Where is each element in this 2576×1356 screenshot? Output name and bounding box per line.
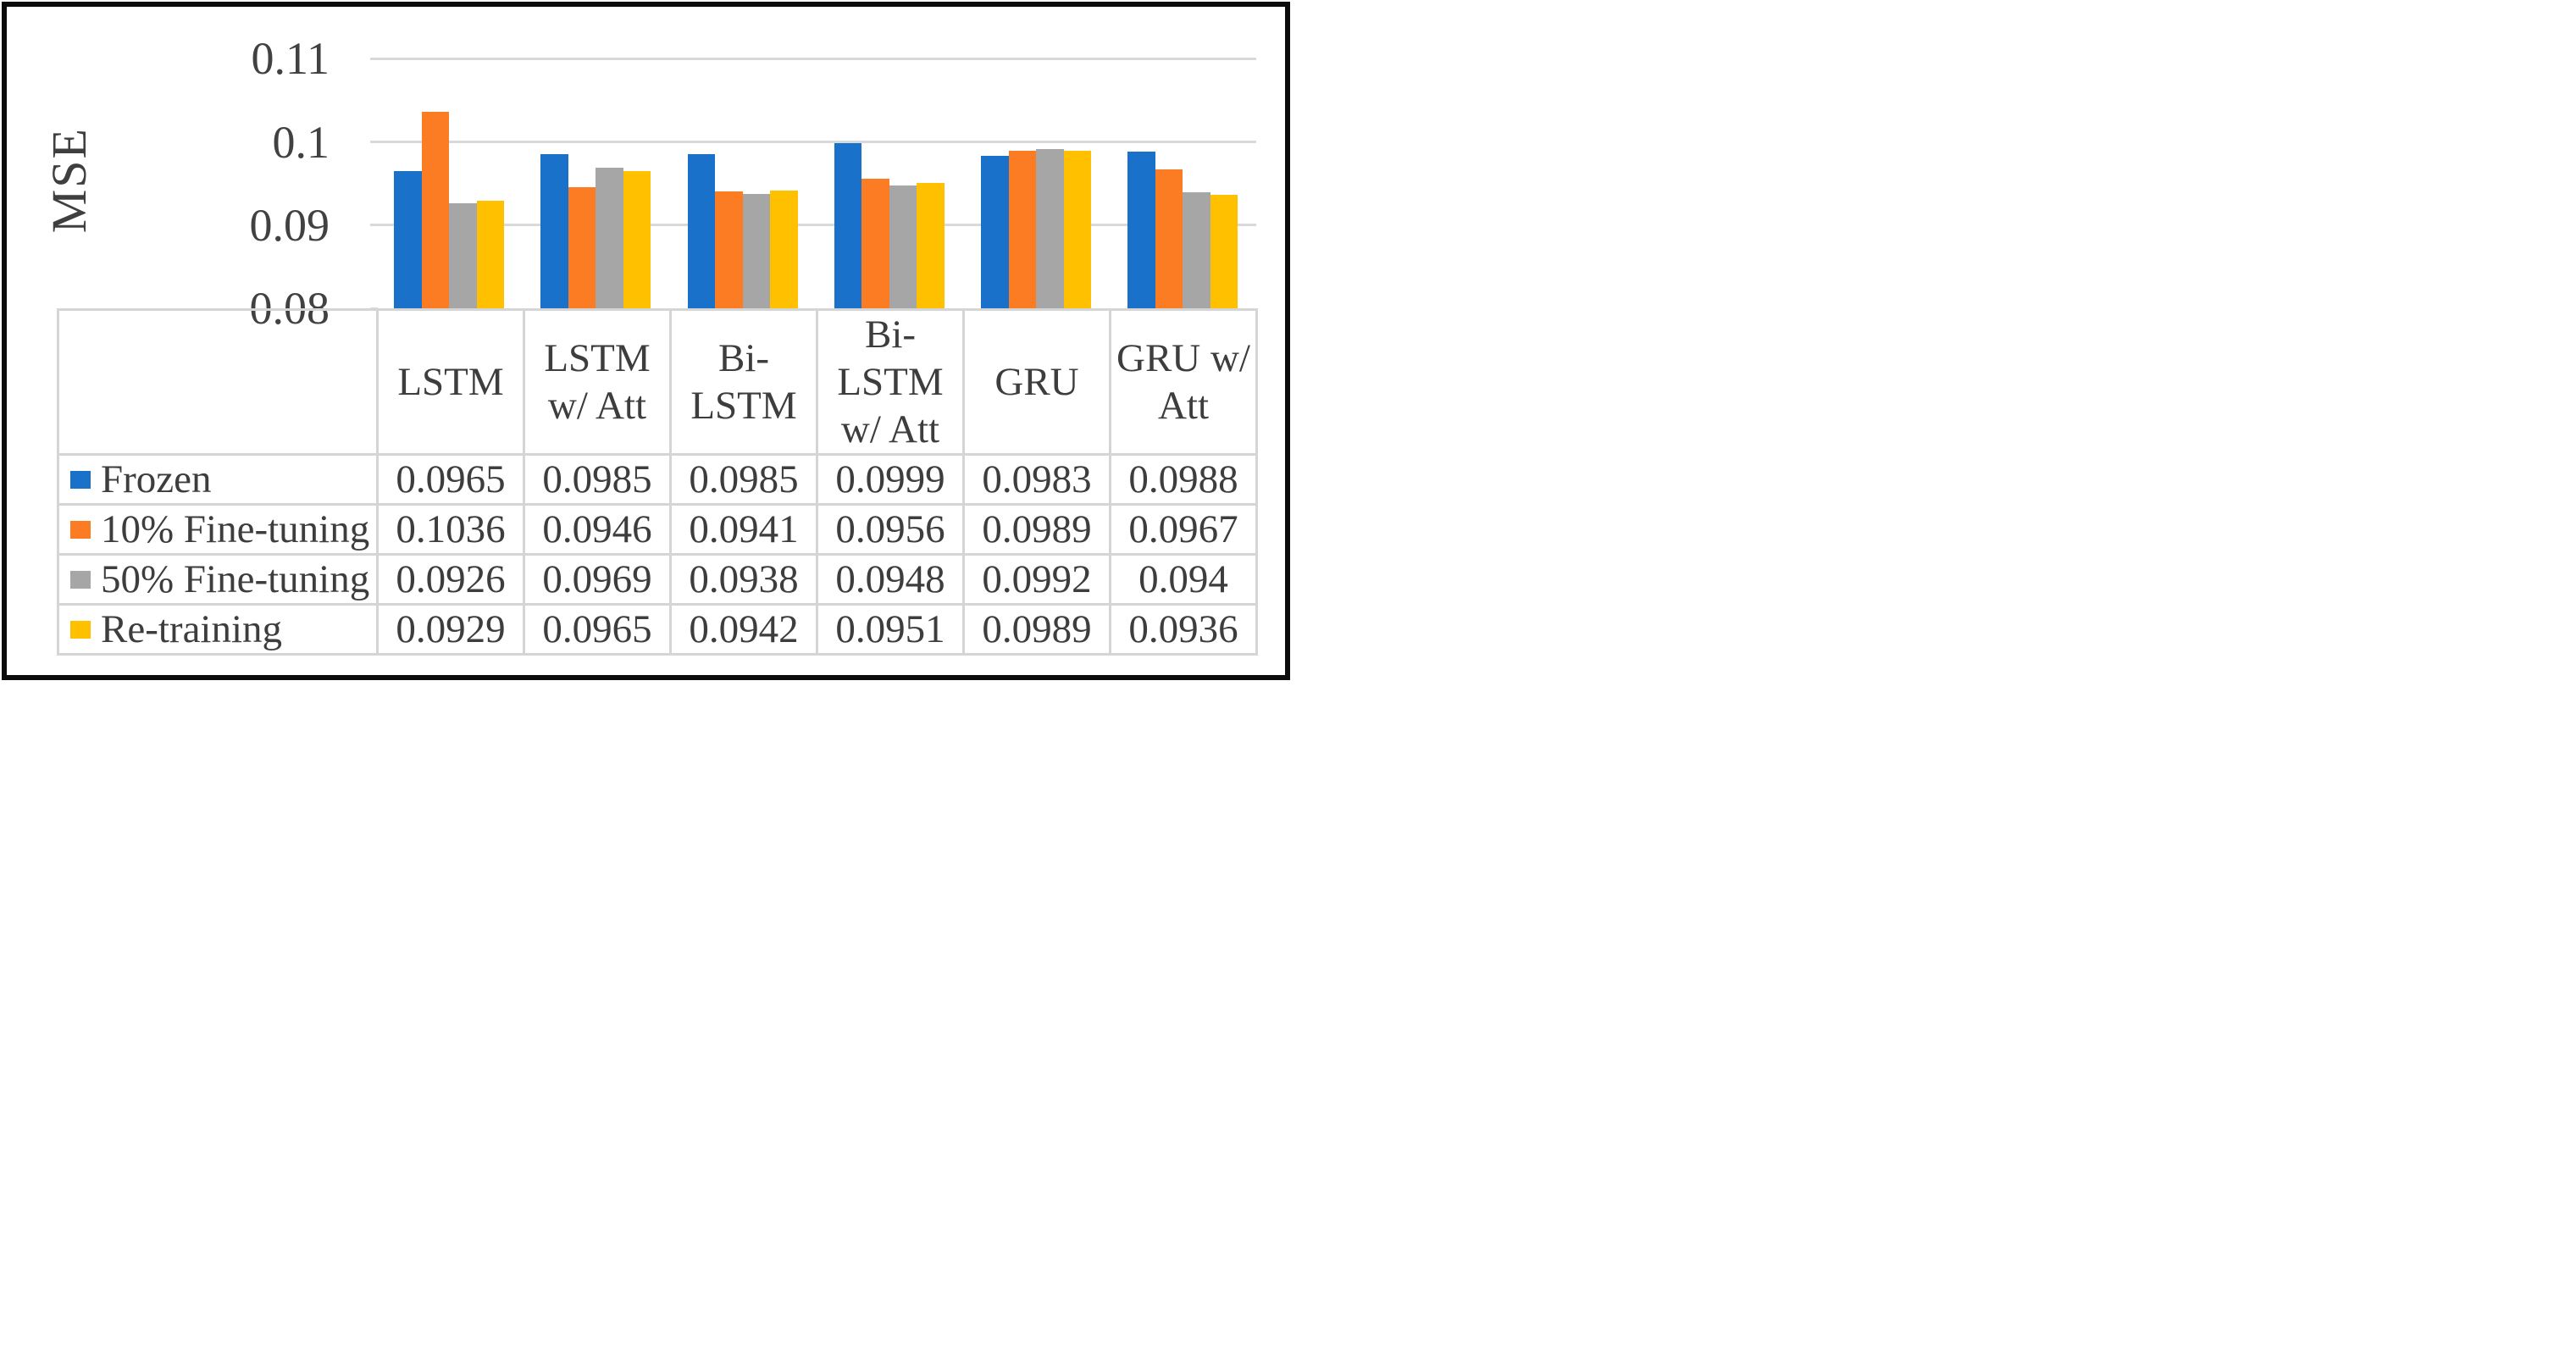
legend-label-10pct-fine-tuning: 10% Fine-tuning (101, 506, 370, 551)
value-cell: 0.0941 (669, 503, 818, 556)
value-cell: 0.0988 (1109, 453, 1258, 506)
bar-frozen-gru (981, 156, 1009, 308)
legend-cell-re-training: Re-training (57, 603, 379, 656)
bar-re-training-bi-lstm (770, 190, 798, 308)
bar-re-training-bi-lstm-w-att (917, 182, 945, 308)
column-header-lstm-w-att: LSTM w/ Att (523, 308, 672, 456)
bar-frozen-bi-lstm (687, 154, 716, 308)
value-cell: 0.0946 (523, 503, 672, 556)
value-cell: 0.0965 (523, 603, 672, 656)
value-cell: 0.0989 (962, 603, 1111, 656)
legend-cell-50pct-fine-tuning: 50% Fine-tuning (57, 553, 379, 606)
legend-label-50pct-fine-tuning: 50% Fine-tuning (101, 556, 370, 601)
gridline (370, 141, 1256, 144)
bar-50-fine-tuning-lstm-w-att (596, 168, 623, 308)
value-cell: 0.0992 (962, 553, 1111, 606)
bar-50-fine-tuning-gru-w-att (1183, 191, 1210, 308)
value-cell: 0.094 (1109, 553, 1258, 606)
table-row-frozen: Frozen 0.0965 0.0985 0.0985 0.0999 0.098… (57, 453, 1258, 506)
bar-re-training-gru-w-att (1210, 195, 1238, 308)
bar-re-training-lstm-w-att (623, 171, 651, 308)
legend-swatch-frozen (70, 470, 91, 489)
bar-10-fine-tuning-lstm (421, 112, 450, 308)
y-tick-label: 0.11 (251, 33, 330, 85)
bar-50-fine-tuning-bi-lstm (742, 193, 771, 308)
value-cell: 0.0929 (376, 603, 525, 656)
gridline (370, 57, 1256, 60)
value-cell: 0.0969 (523, 553, 672, 606)
bar-10-fine-tuning-bi-lstm (715, 191, 743, 308)
data-table: LSTM LSTM w/ Att Bi-LSTM Bi-LSTM w/ Att … (57, 308, 1258, 656)
value-cell: 0.0938 (669, 553, 818, 606)
y-tick-label: 0.09 (249, 199, 330, 251)
bar-10-fine-tuning-bi-lstm-w-att (861, 178, 889, 308)
value-cell: 0.0951 (816, 603, 965, 656)
bar-frozen-lstm-w-att (540, 154, 568, 308)
legend-swatch-50pct-fine-tuning (70, 570, 91, 589)
legend-cell-10pct-fine-tuning: 10% Fine-tuning (57, 503, 379, 556)
value-cell: 0.0936 (1109, 603, 1258, 656)
bar-frozen-gru-w-att (1127, 152, 1155, 308)
value-cell: 0.0985 (523, 453, 672, 506)
bar-frozen-bi-lstm-w-att (834, 142, 862, 308)
bar-re-training-lstm (476, 201, 505, 308)
table-header-row: LSTM LSTM w/ Att Bi-LSTM Bi-LSTM w/ Att … (57, 308, 1258, 456)
legend-swatch-10pct-fine-tuning (70, 520, 91, 539)
legend-swatch-re-training (70, 620, 91, 639)
mse-bar-chart-figure: MSE 0.11 0.1 0.09 0.08 LSTM LSTM w/ Att Bi-… (2, 2, 1290, 680)
bar-frozen-lstm (394, 171, 422, 308)
column-header-bi-lstm: Bi-LSTM (669, 308, 818, 456)
value-cell: 0.0965 (376, 453, 525, 506)
legend-label-re-training: Re-training (101, 606, 283, 651)
bar-50-fine-tuning-gru (1036, 148, 1064, 308)
value-cell: 0.0983 (962, 453, 1111, 506)
legend-label-frozen: Frozen (101, 457, 212, 501)
gridline (370, 224, 1256, 227)
column-header-bi-lstm-w-att: Bi-LSTM w/ Att (816, 308, 965, 456)
bar-50-fine-tuning-bi-lstm-w-att (889, 185, 917, 308)
bar-10-fine-tuning-lstm-w-att (568, 186, 596, 308)
bar-re-training-gru (1063, 151, 1092, 308)
value-cell: 0.0948 (816, 553, 965, 606)
value-cell: 0.0926 (376, 553, 525, 606)
bar-10-fine-tuning-gru (1008, 151, 1037, 308)
column-header-lstm: LSTM (376, 308, 525, 456)
value-cell: 0.1036 (376, 503, 525, 556)
table-row-50pct-fine-tuning: 50% Fine-tuning 0.0926 0.0969 0.0938 0.0… (57, 553, 1258, 606)
value-cell: 0.0942 (669, 603, 818, 656)
value-cell: 0.0989 (962, 503, 1111, 556)
value-cell: 0.0956 (816, 503, 965, 556)
value-cell: 0.0999 (816, 453, 965, 506)
table-corner-blank (57, 308, 379, 456)
axis-tick-stub (370, 307, 378, 310)
legend-cell-frozen: Frozen (57, 453, 379, 506)
y-axis-title: MSE (42, 127, 97, 234)
value-cell: 0.0985 (669, 453, 818, 506)
bar-10-fine-tuning-gru-w-att (1155, 169, 1183, 308)
bar-50-fine-tuning-lstm (449, 203, 477, 308)
table-row-re-training: Re-training 0.0929 0.0965 0.0942 0.0951 … (57, 603, 1258, 656)
value-cell: 0.0967 (1109, 503, 1258, 556)
table-row-10pct-fine-tuning: 10% Fine-tuning 0.1036 0.0946 0.0941 0.0… (57, 503, 1258, 556)
y-tick-label: 0.1 (272, 116, 330, 168)
column-header-gru: GRU (962, 308, 1111, 456)
column-header-gru-w-att: GRU w/ Att (1109, 308, 1258, 456)
